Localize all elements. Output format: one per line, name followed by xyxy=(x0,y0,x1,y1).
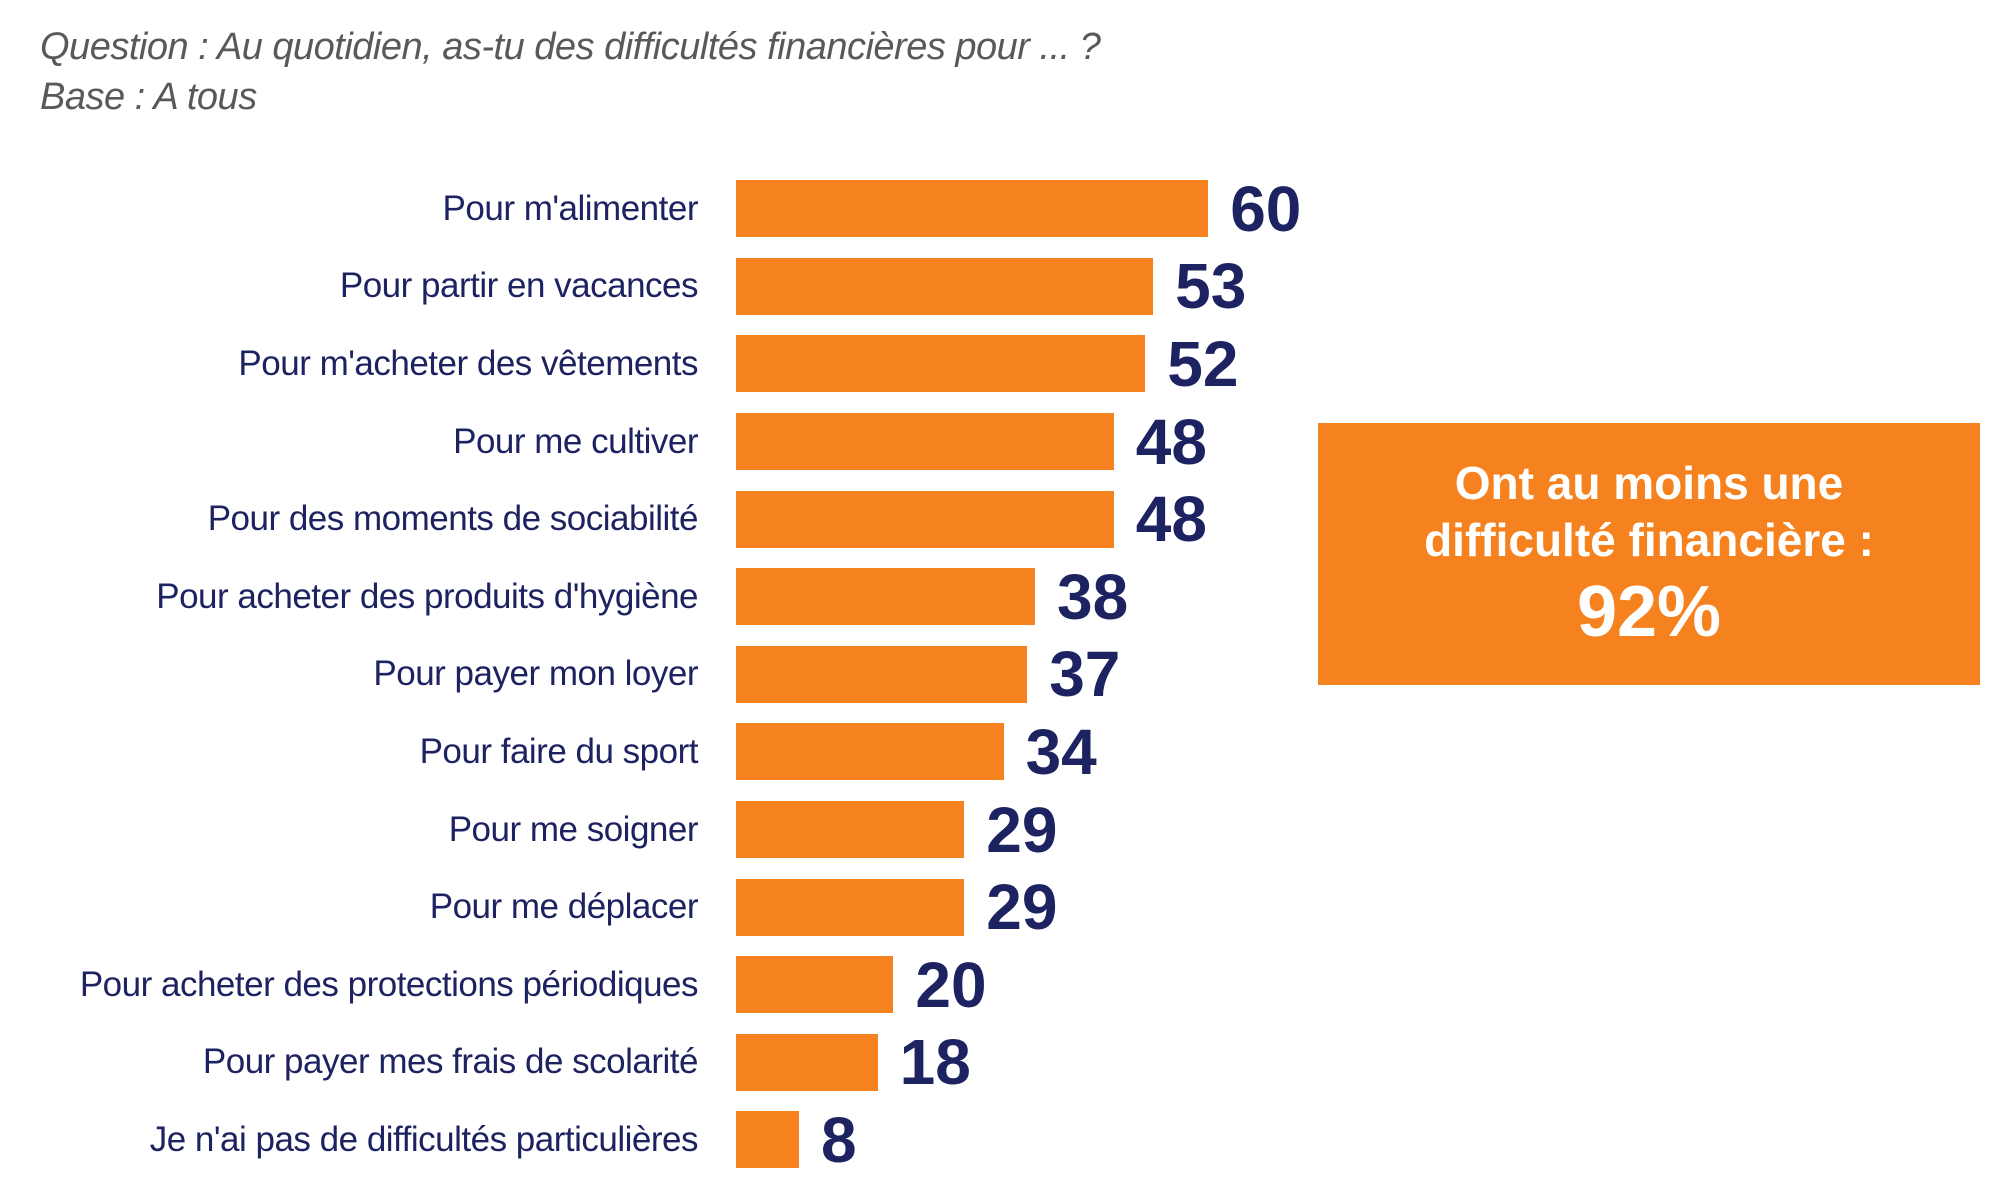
bar-row: Pour faire du sport 34 xyxy=(0,713,1340,791)
bar-row: Pour me soigner 29 xyxy=(0,791,1340,869)
bar-value: 48 xyxy=(1135,405,1207,478)
bar-label: Pour acheter des protections périodiques xyxy=(79,964,699,1004)
bar-chart: Pour m'alimenter 60 Pour partir en vacan… xyxy=(0,170,1340,1179)
bar xyxy=(736,257,1154,315)
bar-row: Pour partir en vacances 53 xyxy=(0,248,1340,326)
bar xyxy=(736,1111,799,1169)
bar-label: Pour me soigner xyxy=(448,809,699,849)
bar-track: 60 xyxy=(736,177,1340,241)
bar-label: Pour m'alimenter xyxy=(442,188,699,228)
callout-line2: difficulté financière : xyxy=(1424,514,1874,567)
bar-label: Pour me cultiver xyxy=(453,421,698,461)
bar-value: 60 xyxy=(1230,172,1302,245)
bar xyxy=(736,490,1114,548)
bar-label: Pour payer mes frais de scolarité xyxy=(202,1042,699,1082)
bar-row: Pour acheter des produits d'hygiène 38 xyxy=(0,558,1340,636)
bar-label: Pour m'acheter des vêtements xyxy=(238,343,698,383)
bar-track: 34 xyxy=(736,720,1340,784)
bar-track: 48 xyxy=(736,410,1340,474)
bar-track: 37 xyxy=(736,642,1340,706)
base-text: Base : A tous xyxy=(40,76,257,118)
bar xyxy=(736,413,1114,471)
bar-label: Pour payer mon loyer xyxy=(373,654,698,694)
bar-value: 34 xyxy=(1025,715,1097,788)
bar-label: Pour acheter des produits d'hygiène xyxy=(156,576,698,616)
bar-track: 20 xyxy=(736,953,1340,1017)
bar-value: 37 xyxy=(1049,638,1121,711)
bar xyxy=(736,335,1146,393)
bar xyxy=(736,645,1028,703)
bar-row: Pour des moments de sociabilité 48 xyxy=(0,480,1340,558)
callout-value: 92% xyxy=(1576,572,1722,653)
bar-value: 52 xyxy=(1167,327,1239,400)
bar-row: Je n'ai pas de difficultés particulières… xyxy=(0,1101,1340,1179)
bar-track: 53 xyxy=(736,254,1340,318)
bar xyxy=(736,878,965,936)
bar-value: 38 xyxy=(1057,560,1129,633)
bar xyxy=(736,568,1036,626)
bar-row: Pour m'acheter des vêtements 52 xyxy=(0,325,1340,403)
bar xyxy=(736,1033,878,1091)
bar xyxy=(736,956,894,1014)
bar-value: 29 xyxy=(986,871,1058,944)
bar-row: Pour payer mon loyer 37 xyxy=(0,636,1340,714)
bar xyxy=(736,723,1004,781)
bar-track: 8 xyxy=(736,1108,1340,1172)
bar-value: 8 xyxy=(820,1103,857,1176)
bar-row: Pour payer mes frais de scolarité 18 xyxy=(0,1024,1340,1102)
callout-line1: Ont au moins une xyxy=(1454,457,1844,510)
question-text: Question : Au quotidien, as-tu des diffi… xyxy=(40,26,1101,68)
bar-label: Pour faire du sport xyxy=(419,731,699,771)
bar-value: 29 xyxy=(986,793,1058,866)
bar-label: Pour me déplacer xyxy=(429,887,699,927)
summary-callout: Ont au moins une difficulté financière :… xyxy=(1318,423,1980,685)
bar-row: Pour me cultiver 48 xyxy=(0,403,1340,481)
bar-track: 29 xyxy=(736,875,1340,939)
bar xyxy=(736,801,965,859)
bar-row: Pour me déplacer 29 xyxy=(0,868,1340,946)
bar xyxy=(736,180,1209,238)
bar-track: 52 xyxy=(736,332,1340,396)
bar-row: Pour acheter des protections périodiques… xyxy=(0,946,1340,1024)
bar-track: 38 xyxy=(736,565,1340,629)
bar-value: 20 xyxy=(915,948,987,1021)
bar-track: 48 xyxy=(736,487,1340,551)
bar-label: Je n'ai pas de difficultés particulières xyxy=(149,1119,699,1159)
bar-track: 18 xyxy=(736,1030,1340,1094)
bar-label: Pour partir en vacances xyxy=(339,266,699,306)
bar-value: 53 xyxy=(1175,250,1247,323)
header: Question : Au quotidien, as-tu des diffi… xyxy=(40,22,1101,122)
bar-value: 48 xyxy=(1135,483,1207,556)
bar-label: Pour des moments de sociabilité xyxy=(207,499,699,539)
bar-value: 18 xyxy=(899,1026,971,1099)
bar-row: Pour m'alimenter 60 xyxy=(0,170,1340,248)
bar-track: 29 xyxy=(736,798,1340,862)
